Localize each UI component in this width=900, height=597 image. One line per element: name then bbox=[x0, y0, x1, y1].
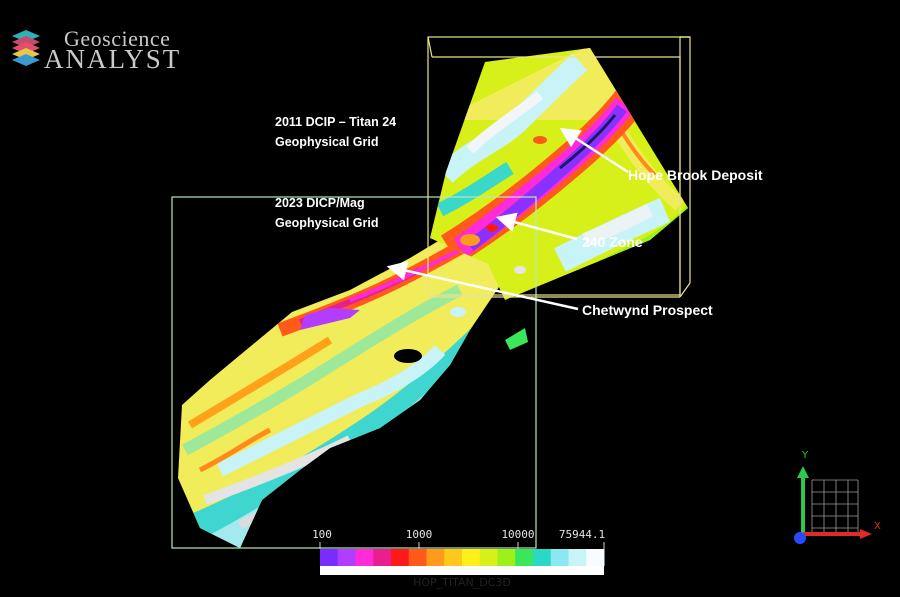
titan-grid-outline bbox=[427, 36, 691, 298]
scale-tick-label: 1000 bbox=[405, 528, 433, 541]
chetwynd-label: Chetwynd Prospect bbox=[582, 302, 713, 318]
color-scale-swatch bbox=[408, 549, 427, 566]
color-scale-swatch bbox=[444, 549, 463, 566]
logo-layers-icon bbox=[12, 30, 40, 66]
dicp-label-line-1: 2023 DICP/Mag bbox=[275, 196, 365, 210]
color-scale-swatch bbox=[568, 549, 587, 566]
hope-brook-arrow bbox=[559, 127, 629, 174]
scale-tick-label: 75944.1 bbox=[558, 528, 606, 541]
zone-240-arrow bbox=[495, 212, 578, 241]
color-scale-swatch bbox=[550, 549, 569, 566]
color-scale-bar bbox=[319, 542, 605, 575]
zone-240-label: 240 Zone bbox=[582, 234, 643, 250]
dicp-label-line-2: Geophysical Grid bbox=[275, 216, 379, 230]
x-axis-label: X bbox=[874, 521, 881, 532]
color-scale-swatch bbox=[586, 549, 605, 566]
logo-line-1: Geoscience bbox=[64, 26, 171, 51]
color-scale-swatch bbox=[462, 549, 481, 566]
titan-grid-label: 2011 DCIP – Titan 24 Geophysical Grid bbox=[275, 112, 396, 152]
color-scale-swatch bbox=[515, 549, 534, 566]
color-scale-swatch bbox=[355, 549, 374, 566]
color-scale-swatch bbox=[479, 549, 498, 566]
dicp-grid-label: 2023 DICP/Mag Geophysical Grid bbox=[275, 193, 379, 233]
scale-tick-label: 10000 bbox=[501, 528, 535, 541]
chetwynd-arrow bbox=[386, 260, 579, 311]
dicp-grid-outline bbox=[171, 196, 537, 549]
color-scale-swatch bbox=[373, 549, 392, 566]
y-axis-label: Y bbox=[802, 450, 809, 461]
color-scale-swatch bbox=[337, 549, 356, 566]
z-axis-dot bbox=[794, 532, 806, 544]
geoscience-analyst-logo bbox=[8, 26, 198, 70]
scale-tick-label: 100 bbox=[312, 528, 332, 541]
logo-line-2: ANALYST bbox=[44, 44, 182, 74]
hope-brook-label: Hope Brook Deposit bbox=[628, 167, 763, 183]
titan-label-line-1: 2011 DCIP – Titan 24 bbox=[275, 115, 397, 129]
color-scale-swatch bbox=[533, 549, 552, 566]
titan-label-line-2: Geophysical Grid bbox=[275, 135, 379, 149]
color-scale-swatch bbox=[426, 549, 445, 566]
color-scale-swatch bbox=[497, 549, 516, 566]
color-scale-name: HOP_TITAN_DC3D bbox=[413, 576, 511, 589]
color-scale-swatch bbox=[320, 549, 339, 566]
color-scale-swatch bbox=[391, 549, 410, 566]
orientation-triad bbox=[794, 466, 872, 544]
dicp-resistivity-surface bbox=[178, 205, 528, 548]
